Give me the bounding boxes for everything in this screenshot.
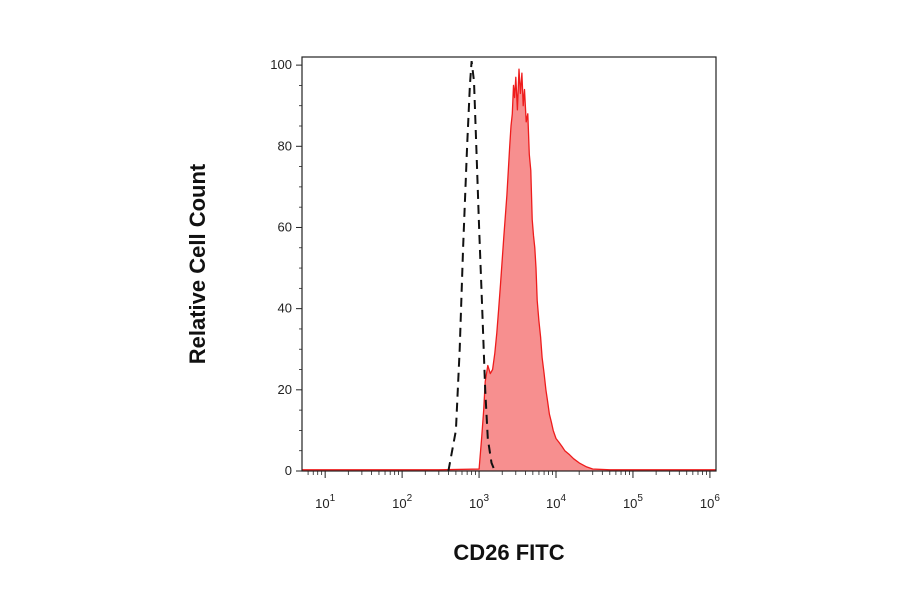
y-tick-label: 100 bbox=[270, 57, 292, 72]
x-tick-label: 104 bbox=[546, 493, 566, 511]
y-tick-label: 40 bbox=[278, 301, 292, 316]
x-tick-label: 106 bbox=[700, 493, 720, 511]
plot-frame bbox=[301, 56, 717, 472]
x-tick-label: 105 bbox=[623, 493, 643, 511]
y-tick-label: 60 bbox=[278, 219, 292, 234]
series-1-dashed-line bbox=[447, 60, 496, 472]
x-tick-label: 102 bbox=[392, 493, 412, 511]
y-axis-title: Relative Cell Count bbox=[185, 163, 210, 364]
series-0-line bbox=[302, 68, 716, 471]
y-tick-label: 0 bbox=[285, 463, 292, 478]
series-layer bbox=[302, 60, 716, 472]
x-tick-label: 101 bbox=[315, 493, 335, 511]
y-tick-label: 20 bbox=[278, 382, 292, 397]
x-tick-label: 103 bbox=[469, 493, 489, 511]
x-axis-title: CD26 FITC bbox=[453, 540, 564, 565]
axis-layer: 0 20 40 60 80 100 101 102 103 104 105 106 bbox=[270, 57, 720, 511]
series-0-fill bbox=[302, 69, 716, 471]
y-tick-label: 80 bbox=[278, 138, 292, 153]
